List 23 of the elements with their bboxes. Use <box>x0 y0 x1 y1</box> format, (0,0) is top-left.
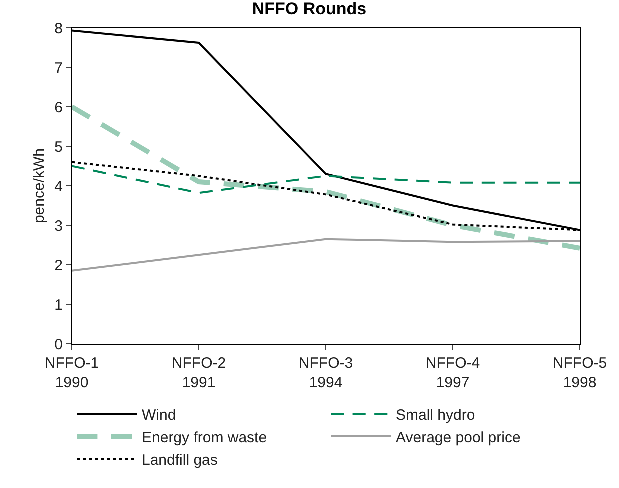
line-series <box>72 165 580 194</box>
y-tick-label: 1 <box>54 296 63 314</box>
y-tick-label: 8 <box>54 20 63 38</box>
y-tick-label: 5 <box>54 138 63 156</box>
y-tick-label: 7 <box>54 60 63 77</box>
y-tick-label: 0 <box>54 336 63 354</box>
x-tick-label: NFFO-4 1997 <box>426 355 480 392</box>
x-tick-label: NFFO-3 1994 <box>298 355 354 392</box>
y-tick-label: 3 <box>54 218 63 235</box>
y-tick-label: 2 <box>54 257 63 274</box>
legend-label: Wind <box>142 406 176 424</box>
legend-label: Average pool price <box>396 429 521 446</box>
y-axis-title: pence/kWh <box>30 148 48 224</box>
legend-label: Landfill gas <box>142 452 218 469</box>
x-tick-label: NFFO-5 1998 <box>552 355 608 392</box>
y-tick-label: 6 <box>54 99 63 116</box>
legend-label: Small hydro <box>396 406 476 424</box>
line-series <box>72 238 580 272</box>
x-tick-label: NFFO-2 1991 <box>172 355 226 392</box>
y-tick-label: 4 <box>54 178 63 196</box>
x-tick-label: NFFO-1 1990 <box>44 355 100 392</box>
legend-label: Energy from waste <box>142 429 268 446</box>
chart-title: NFFO Rounds <box>252 0 367 18</box>
